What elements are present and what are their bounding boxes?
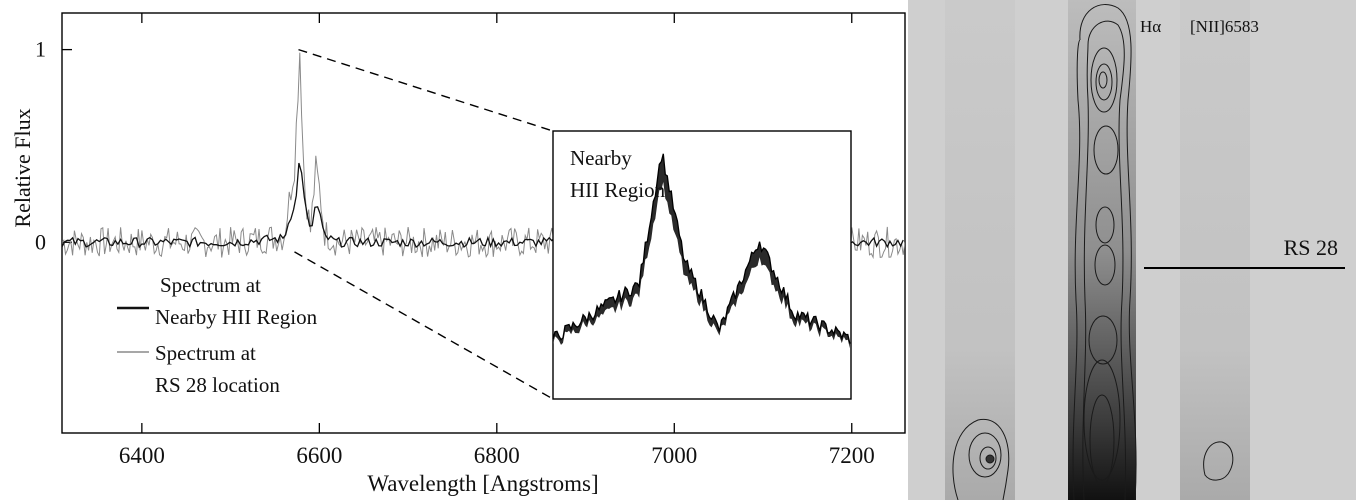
nii-label: [NII]6583 <box>1190 17 1259 36</box>
inset-spectrum-fill <box>553 153 850 349</box>
x-tick-label-7000: 7000 <box>651 443 697 468</box>
halpha-label: Hα <box>1140 17 1161 36</box>
x-axis-label: Wavelength [Angstroms] <box>367 471 598 496</box>
inset-label-line-2: HII Region <box>570 178 666 202</box>
legend-rs28-line-1: Spectrum at <box>155 341 256 365</box>
slit-image-panel: Hα [NII]6583 RS 28 <box>908 0 1356 500</box>
left-knot-contours <box>952 418 1010 500</box>
nii-contours <box>1203 441 1234 481</box>
halpha-contours <box>1072 4 1137 500</box>
x-tick-label-6400: 6400 <box>119 443 165 468</box>
legend: Spectrum at Nearby HII Region Spectrum a… <box>117 273 318 397</box>
legend-hii-line-1: Spectrum at <box>160 273 261 297</box>
zoom-connector-bottom <box>294 251 554 400</box>
rs28-label: RS 28 <box>1284 235 1338 260</box>
inset-spectrum-line <box>552 153 851 344</box>
x-tick-labels: 6400 6600 6800 7000 7200 <box>119 443 875 468</box>
x-tick-marks <box>141 13 853 433</box>
legend-rs28-line-2: RS 28 location <box>155 373 280 397</box>
y-axis-label: Relative Flux <box>10 108 35 227</box>
y-tick-label-0: 0 <box>35 229 46 254</box>
zoom-inset: Nearby HII Region <box>552 130 852 400</box>
y-tick-labels: 01 <box>35 37 46 255</box>
inset-frame <box>552 130 852 400</box>
spectrum-panel: 6400 6600 6800 7000 7200 01 Nearby HII Regio… <box>10 12 906 496</box>
faint-column-right <box>1180 0 1250 500</box>
x-tick-label-6600: 6600 <box>296 443 342 468</box>
inset-label-line-1: Nearby <box>570 146 632 170</box>
y-tick-label-1: 1 <box>35 37 46 62</box>
halpha-emission-column <box>1068 0 1136 500</box>
x-tick-label-7200: 7200 <box>829 443 875 468</box>
legend-hii-line-2: Nearby HII Region <box>155 305 318 329</box>
faint-column-left <box>945 0 1015 500</box>
x-tick-label-6800: 6800 <box>474 443 520 468</box>
